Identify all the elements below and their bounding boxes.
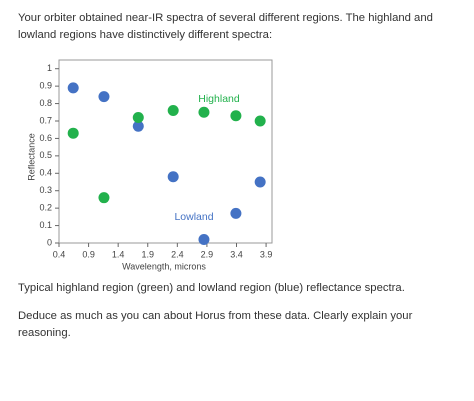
plot-frame [58, 59, 273, 244]
annotation: Lowland [174, 211, 213, 223]
y-tick-label: 0.7 [39, 115, 52, 125]
y-tick-label: 0.3 [39, 185, 52, 195]
point [254, 115, 266, 127]
x-tick-label: 2.9 [201, 249, 214, 259]
point [167, 105, 179, 117]
point [198, 106, 210, 118]
point [167, 171, 179, 183]
y-tick-label: 0.5 [39, 150, 52, 160]
point [98, 91, 110, 103]
y-tick-label: 0.1 [39, 220, 52, 230]
x-tick-label: 1.4 [112, 249, 125, 259]
y-tick-label: 0.4 [39, 168, 52, 178]
y-tick-label: 0.6 [39, 133, 52, 143]
annotation: Highland [198, 93, 240, 105]
point [98, 192, 110, 204]
point [132, 112, 144, 124]
x-tick-label: 3.9 [260, 249, 273, 259]
point [67, 127, 79, 139]
x-tick-label: 0.4 [53, 249, 66, 259]
intro: Your orbiter obtained near-IR spectra of… [18, 12, 433, 41]
chart: Wavelength, microns Reflectance 0 0.1 0.2 0… [26, 59, 273, 271]
x-tick-label: 1.9 [141, 249, 154, 259]
point [132, 120, 144, 132]
x-tick-label: 2.4 [171, 249, 184, 259]
x-tick-label: 0.9 [82, 249, 95, 259]
y-tick-label: 0.2 [39, 203, 52, 213]
y-tick-label: 1 [47, 63, 52, 73]
point [230, 110, 242, 122]
point [230, 207, 242, 219]
y-axis-label: Reflectance [26, 133, 36, 181]
question: Deduce as much as you can about Horus fr… [18, 310, 413, 339]
y-tick-label: 0.9 [39, 81, 52, 91]
point [198, 234, 210, 246]
x-tick-label: 3.4 [230, 249, 243, 259]
point [254, 176, 266, 188]
y-tick-label: 0.8 [39, 98, 52, 108]
caption: Typical highland region (green) and lowl… [18, 282, 405, 294]
point [67, 82, 79, 94]
x-axis-label: Wavelength, microns [122, 261, 206, 271]
y-tick-label: 0 [47, 237, 52, 247]
